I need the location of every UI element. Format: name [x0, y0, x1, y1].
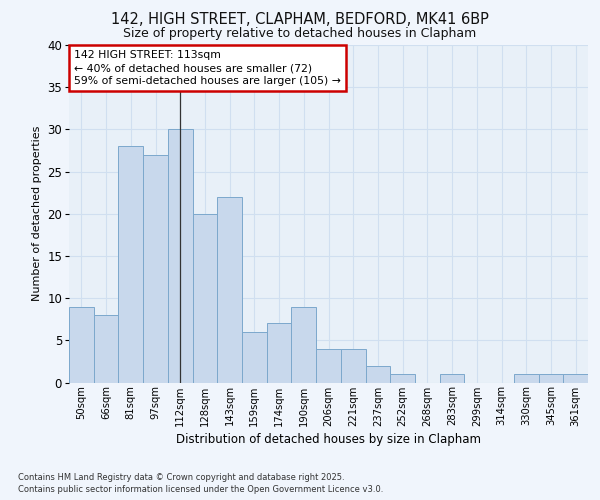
Text: 142, HIGH STREET, CLAPHAM, BEDFORD, MK41 6BP: 142, HIGH STREET, CLAPHAM, BEDFORD, MK41… [111, 12, 489, 28]
Bar [563, 374, 588, 382]
Bar [539, 374, 563, 382]
Bar [168, 130, 193, 382]
Text: Contains HM Land Registry data © Crown copyright and database right 2025.: Contains HM Land Registry data © Crown c… [18, 472, 344, 482]
Bar [390, 374, 415, 382]
Text: 142 HIGH STREET: 113sqm
← 40% of detached houses are smaller (72)
59% of semi-de: 142 HIGH STREET: 113sqm ← 40% of detache… [74, 50, 341, 86]
X-axis label: Distribution of detached houses by size in Clapham: Distribution of detached houses by size … [176, 432, 481, 446]
Text: Size of property relative to detached houses in Clapham: Size of property relative to detached ho… [124, 28, 476, 40]
Bar [316, 349, 341, 382]
Bar [69, 306, 94, 382]
Bar [118, 146, 143, 382]
Bar [94, 315, 118, 382]
Bar [217, 197, 242, 382]
Y-axis label: Number of detached properties: Number of detached properties [32, 126, 41, 302]
Bar [267, 324, 292, 382]
Bar [341, 349, 365, 382]
Bar [440, 374, 464, 382]
Bar [143, 154, 168, 382]
Bar [193, 214, 217, 382]
Text: Contains public sector information licensed under the Open Government Licence v3: Contains public sector information licen… [18, 485, 383, 494]
Bar [292, 306, 316, 382]
Bar [365, 366, 390, 382]
Bar [242, 332, 267, 382]
Bar [514, 374, 539, 382]
